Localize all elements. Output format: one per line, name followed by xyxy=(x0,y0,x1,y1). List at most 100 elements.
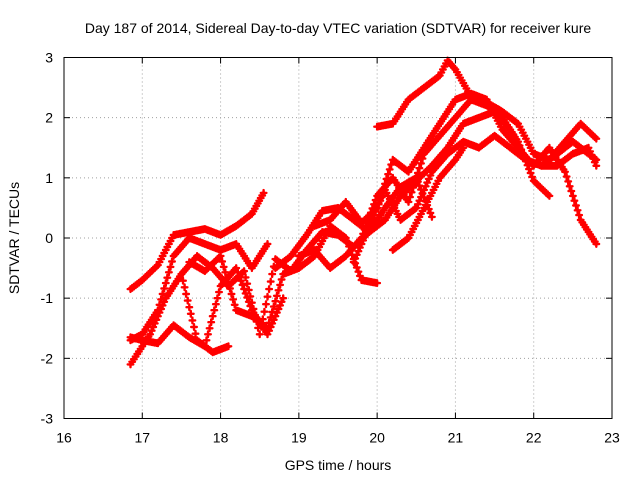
data-point xyxy=(211,266,215,270)
data-point xyxy=(438,134,442,138)
data-point xyxy=(524,158,528,162)
data-point xyxy=(234,224,238,228)
data-point xyxy=(516,146,520,150)
data-point xyxy=(226,284,230,288)
data-point xyxy=(438,122,442,126)
series-track-5 xyxy=(185,222,382,333)
data-point xyxy=(128,287,133,291)
data-point xyxy=(446,146,450,150)
data-point xyxy=(250,266,254,270)
data-point xyxy=(453,98,458,102)
data-point xyxy=(203,269,207,273)
data-point xyxy=(422,85,426,90)
data-point xyxy=(359,221,364,225)
data-point xyxy=(492,134,497,138)
data-point xyxy=(320,209,324,213)
data-point xyxy=(414,206,418,210)
data-point xyxy=(289,254,293,258)
data-point xyxy=(179,272,184,276)
x-tick-label: 16 xyxy=(56,430,72,446)
data-point xyxy=(586,146,591,150)
x-tick-label: 18 xyxy=(213,430,229,446)
data-point xyxy=(312,224,317,228)
data-point xyxy=(265,326,270,330)
data-point xyxy=(328,266,332,270)
series-track-10 xyxy=(349,131,601,267)
data-point xyxy=(128,335,133,339)
data-point xyxy=(547,194,551,198)
x-tick-label: 22 xyxy=(526,430,542,446)
data-point xyxy=(594,242,598,246)
data-point xyxy=(406,236,411,240)
data-point xyxy=(218,248,223,252)
data-point xyxy=(273,266,277,270)
data-point xyxy=(461,140,465,144)
y-tick-label: -2 xyxy=(41,350,54,366)
data-point xyxy=(516,122,520,126)
data-point xyxy=(140,332,144,336)
data-point xyxy=(187,236,191,240)
data-point xyxy=(430,170,434,174)
x-tick-label: 21 xyxy=(448,430,464,446)
data-point xyxy=(406,170,411,174)
series-track-3 xyxy=(126,270,233,369)
data-point xyxy=(399,218,403,222)
data-point xyxy=(563,140,567,144)
data-point xyxy=(328,218,332,222)
x-tick-label: 17 xyxy=(134,430,150,446)
data-point xyxy=(367,224,371,228)
y-tick-label: -3 xyxy=(41,411,54,427)
data-point xyxy=(344,254,348,258)
data-point xyxy=(281,296,285,300)
data-point xyxy=(579,218,583,222)
data-point xyxy=(461,122,465,126)
data-point xyxy=(312,248,317,252)
data-point xyxy=(211,350,215,354)
data-point xyxy=(164,296,168,300)
data-point xyxy=(187,335,191,339)
series-markers xyxy=(185,222,382,333)
data-point xyxy=(172,254,176,258)
data-point xyxy=(469,95,473,99)
data-point xyxy=(172,233,176,237)
data-point xyxy=(140,338,144,342)
y-axis-label: SDTVAR / TECUs xyxy=(6,182,22,294)
data-point xyxy=(391,248,395,252)
data-point xyxy=(375,281,379,285)
data-point xyxy=(203,242,207,246)
y-tick-label: -1 xyxy=(41,290,54,306)
data-point xyxy=(391,158,395,162)
grid-layer xyxy=(64,57,612,419)
data-point xyxy=(352,218,356,222)
data-point xyxy=(265,242,270,246)
data-point xyxy=(320,230,324,234)
series-track-4 xyxy=(126,264,288,351)
data-point xyxy=(500,128,504,132)
data-point xyxy=(539,164,544,168)
data-point xyxy=(203,344,207,348)
data-point xyxy=(406,200,411,204)
data-point xyxy=(258,332,262,336)
data-point xyxy=(477,146,481,150)
data-point xyxy=(477,116,481,120)
x-axis-label: GPS time / hours xyxy=(285,457,392,473)
data-point xyxy=(234,308,238,312)
data-point xyxy=(383,188,387,192)
x-tick-label: 19 xyxy=(291,430,307,446)
data-point xyxy=(383,206,387,210)
y-tick-label: 2 xyxy=(45,110,53,126)
series-track-1 xyxy=(126,188,268,294)
data-point xyxy=(547,146,551,150)
data-point xyxy=(250,212,254,216)
data-point xyxy=(281,272,285,276)
data-point xyxy=(262,191,266,195)
y-tick-label: 3 xyxy=(45,50,53,66)
data-point xyxy=(234,242,238,246)
data-point xyxy=(265,332,270,336)
data-point xyxy=(195,254,199,258)
data-point xyxy=(148,332,152,336)
series-track-11 xyxy=(373,56,601,164)
data-point xyxy=(532,179,536,183)
data-point xyxy=(508,146,512,150)
